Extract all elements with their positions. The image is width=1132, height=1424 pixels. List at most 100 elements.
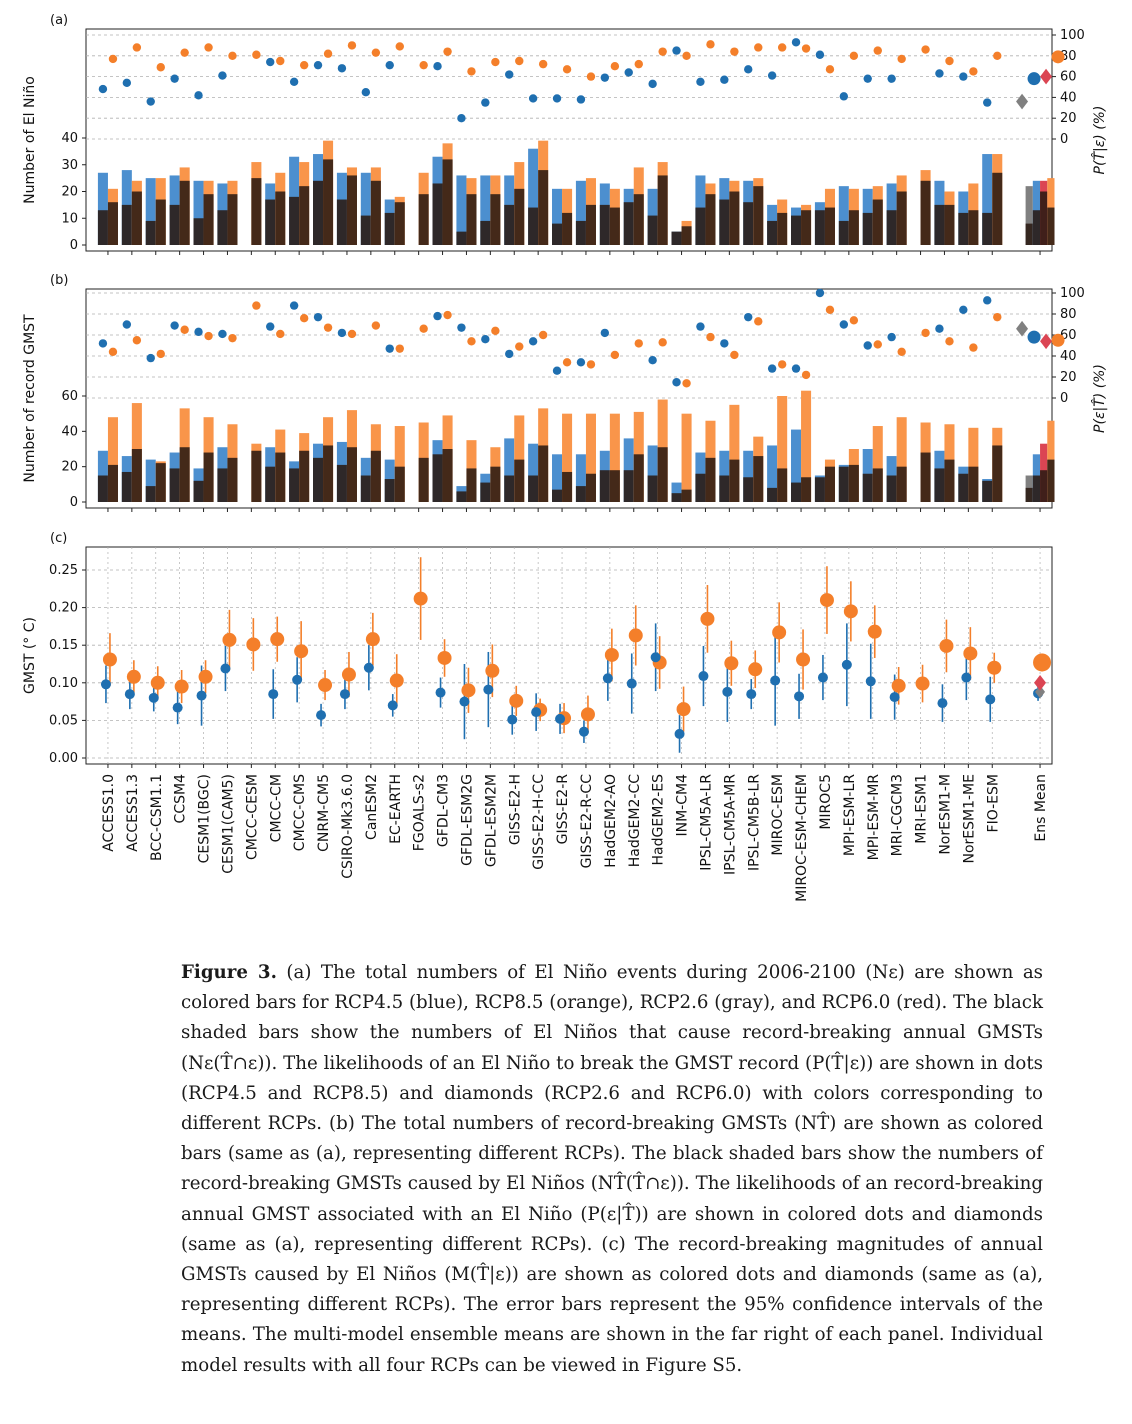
dot-rcp85: [419, 60, 428, 70]
dot-rcp45: [817, 672, 828, 683]
bar-rcp45: [575, 454, 586, 502]
dot-rcp85: [939, 638, 954, 653]
bar-el-nino-rcp85: [131, 449, 142, 502]
dot-rcp45: [100, 679, 111, 690]
dot-rcp85: [538, 59, 548, 69]
bar-el-nino-rcp85: [729, 191, 740, 245]
dot-rcp45: [218, 329, 227, 339]
x-tick-label: CSIRO-Mk3.6.0: [340, 774, 356, 879]
bar-rcp85: [585, 413, 596, 502]
dot-rcp85: [921, 328, 930, 338]
dot-rcp45: [98, 339, 108, 348]
dot-rcp85: [299, 60, 309, 70]
dot-rcp85: [634, 339, 643, 348]
dot-rcp85: [156, 349, 165, 359]
dot-rcp85: [467, 337, 476, 346]
bar-el-nino-rcp45: [767, 487, 778, 502]
left-tick-label: 0: [70, 238, 78, 253]
dot-rcp45: [839, 320, 849, 329]
dot-rcp85: [276, 329, 285, 339]
bar-el-nino-rcp85: [275, 452, 286, 502]
caption-text: (a) The total numbers of El Niño events …: [181, 962, 1043, 1376]
x-tick-label: HadGEM2-ES: [651, 774, 667, 866]
dot-rcp85: [1051, 50, 1065, 64]
dot-rcp45: [266, 322, 275, 331]
bar-rcp85: [514, 415, 525, 502]
x-tick-label: CESM1(CAM5): [220, 774, 236, 874]
dot-rcp85: [443, 47, 452, 56]
dot-rcp45: [600, 328, 610, 338]
dot-rcp45: [672, 46, 681, 55]
x-tick-label: CanESM2: [364, 774, 380, 840]
bar-el-nino-rcp45: [767, 220, 778, 245]
bar-el-nino-rcp45: [743, 202, 754, 245]
bar-el-nino-rcp60: [1040, 191, 1048, 245]
dot-rcp85: [509, 693, 524, 708]
dot-rcp45: [887, 332, 896, 342]
right-tick-label: 60: [1060, 70, 1077, 85]
bar-rcp45: [575, 180, 586, 245]
dot-rcp85: [491, 57, 500, 67]
dot-rcp45: [722, 686, 733, 697]
dot-rcp85: [586, 72, 596, 81]
dot-rcp45: [531, 707, 542, 718]
dot-rcp45: [220, 663, 231, 674]
dot-rcp45: [337, 328, 347, 338]
bar-rcp45: [743, 450, 754, 502]
dot-rcp45: [648, 79, 657, 89]
dot-rcp45: [481, 98, 490, 107]
x-tick-label: MIROC5: [818, 774, 834, 830]
dot-rcp85: [515, 56, 524, 66]
bar-el-nino-rcp45: [480, 220, 491, 245]
bar-el-nino-rcp85: [418, 194, 429, 245]
x-tick-label: IPSL-CM5B-LR: [746, 774, 762, 871]
bar-rcp45: [97, 172, 108, 245]
x-tick-label: IPSL-CM5A-MR: [722, 774, 738, 875]
dot-rcp45: [528, 94, 538, 103]
left-tick-label: 40: [61, 424, 78, 439]
left-tick-label: 0.15: [49, 638, 78, 653]
dot-rcp45: [600, 73, 610, 82]
dot-rcp45: [552, 366, 562, 375]
bar-el-nino-rcp85: [729, 459, 740, 502]
x-tick-label: GFDL-ESM2M: [483, 774, 499, 867]
bar-el-nino-rcp45: [384, 212, 395, 245]
bar-rcp45: [145, 459, 156, 502]
dot-rcp85: [730, 47, 739, 56]
dot-rcp85: [323, 323, 333, 332]
dot-rcp85: [628, 628, 643, 643]
dot-rcp45: [268, 689, 279, 700]
bar-el-nino-rcp45: [695, 207, 706, 245]
x-tick-label: CMCC-CM: [268, 774, 284, 842]
dot-rcp85: [174, 679, 189, 694]
bar-el-nino-rcp85: [633, 194, 644, 245]
bar-el-nino-rcp85: [251, 178, 262, 245]
y-axis-label-a: Number of El Niño: [22, 76, 38, 204]
x-tick-label: CMCC-CESM: [244, 774, 260, 860]
dot-rcp45: [363, 662, 374, 673]
bar-el-nino-rcp45: [886, 475, 897, 502]
dot-rcp45: [218, 71, 227, 80]
bar-rcp85: [872, 426, 883, 502]
dot-rcp45: [433, 61, 442, 71]
dot-rcp85: [347, 329, 357, 339]
dot-rcp85: [706, 332, 715, 342]
bar-el-nino-rcp45: [528, 475, 539, 502]
bar-el-nino-rcp85: [251, 450, 262, 502]
dot-rcp85: [318, 678, 333, 693]
dot-rcp85: [341, 667, 356, 682]
dot-rcp45: [1027, 72, 1041, 86]
bar-rcp45: [504, 438, 515, 502]
dot-rcp45: [983, 98, 992, 107]
dot-rcp85: [777, 43, 787, 52]
dot-rcp85: [180, 48, 189, 57]
x-tick-label: MIROC-ESM: [770, 774, 786, 856]
bar-el-nino-rcp85: [609, 207, 620, 245]
dot-rcp85: [538, 330, 548, 340]
dot-rcp85: [682, 51, 691, 60]
bar-el-nino-rcp45: [599, 204, 610, 245]
dot-rcp45: [889, 692, 900, 703]
dot-rcp45: [746, 689, 757, 700]
dot-rcp45: [576, 95, 586, 104]
dot-rcp85: [371, 321, 381, 330]
